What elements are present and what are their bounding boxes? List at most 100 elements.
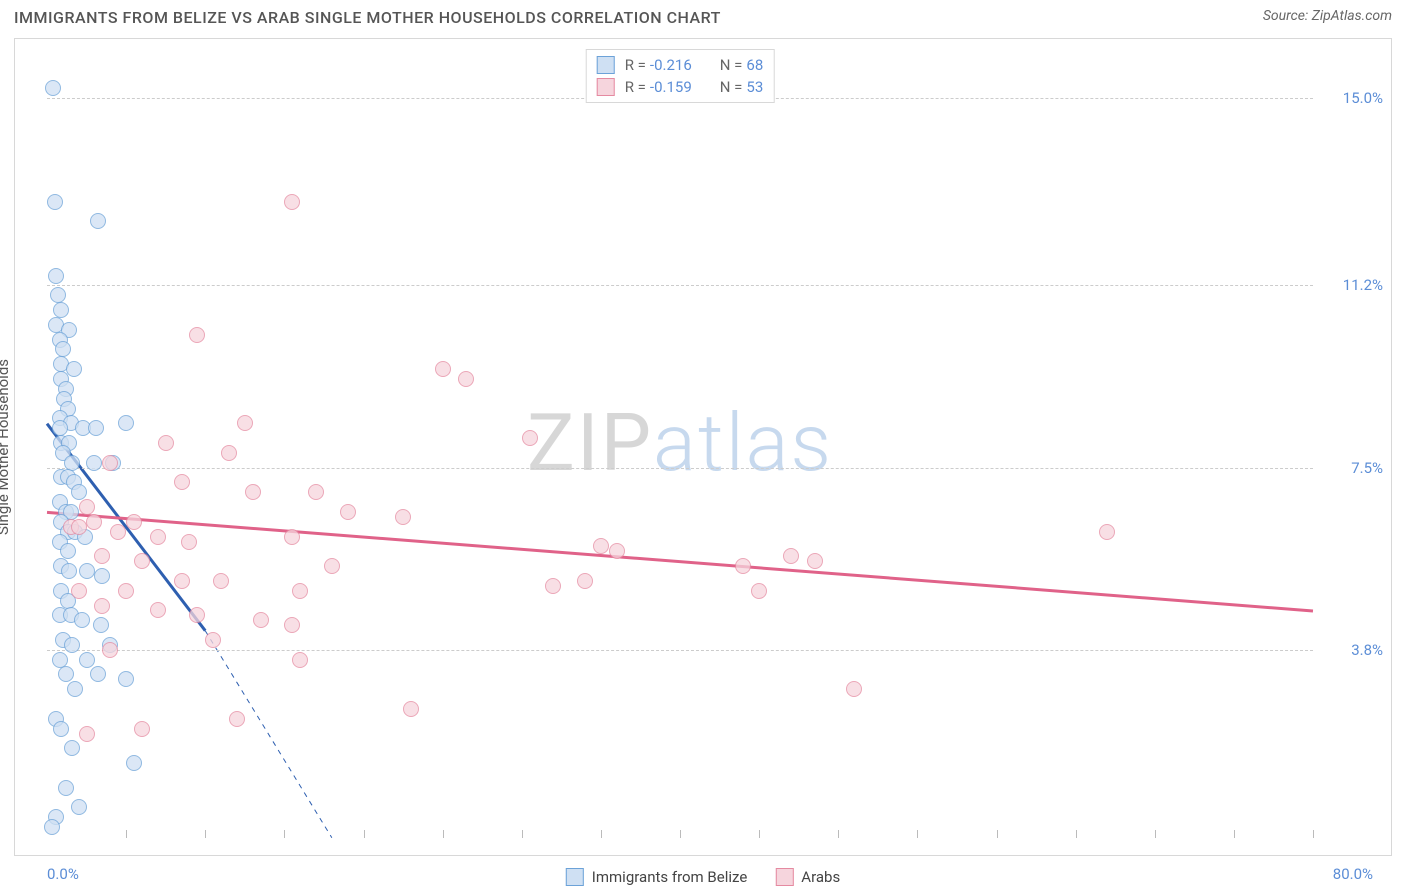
data-point-arabs	[284, 194, 300, 210]
data-point-arabs	[284, 617, 300, 633]
data-point-arabs	[609, 543, 625, 559]
data-point-arabs	[735, 558, 751, 574]
data-point-arabs	[134, 721, 150, 737]
swatch-belize	[597, 56, 615, 74]
data-point-arabs	[545, 578, 561, 594]
x-max-label: 80.0%	[1333, 865, 1373, 883]
data-point-arabs	[71, 583, 87, 599]
data-point-arabs	[189, 327, 205, 343]
data-point-belize	[90, 213, 106, 229]
data-point-arabs	[158, 435, 174, 451]
gridline	[47, 650, 1313, 651]
y-tick-label: 7.5%	[1323, 459, 1383, 477]
data-point-belize	[44, 819, 60, 835]
watermark-atlas: atlas	[653, 396, 833, 490]
x-tick	[680, 830, 681, 838]
chart-title: IMMIGRANTS FROM BELIZE VS ARAB SINGLE MO…	[14, 8, 721, 27]
data-point-arabs	[205, 632, 221, 648]
data-point-belize	[94, 568, 110, 584]
data-point-arabs	[783, 548, 799, 564]
swatch-arabs	[597, 78, 615, 96]
data-point-belize	[64, 740, 80, 756]
data-point-arabs	[292, 652, 308, 668]
data-point-arabs	[150, 529, 166, 545]
data-point-arabs	[221, 445, 237, 461]
legend-swatch-belize	[566, 868, 584, 886]
x-tick	[601, 830, 602, 838]
data-point-arabs	[340, 504, 356, 520]
data-point-arabs	[237, 415, 253, 431]
data-point-belize	[93, 617, 109, 633]
x-tick	[126, 830, 127, 838]
legend-label-arabs: Arabs	[801, 868, 840, 886]
data-point-arabs	[751, 583, 767, 599]
corr-legend-row-belize: R = -0.216 N = 68	[597, 54, 764, 76]
data-point-belize	[88, 420, 104, 436]
data-point-belize	[118, 415, 134, 431]
source-attribution: Source: ZipAtlas.com	[1263, 8, 1392, 24]
data-point-arabs	[292, 583, 308, 599]
n-stat-arabs: N = 53	[720, 78, 764, 96]
r-stat-arabs: R = -0.159	[625, 78, 692, 96]
n-stat-belize: N = 68	[720, 56, 764, 74]
regression-line-arabs	[47, 512, 1313, 611]
data-point-arabs	[253, 612, 269, 628]
chart-container: Single Mother Households ZIPatlas R = -0…	[14, 38, 1392, 856]
data-point-arabs	[102, 642, 118, 658]
data-point-arabs	[118, 583, 134, 599]
data-point-belize	[61, 563, 77, 579]
data-point-belize	[64, 455, 80, 471]
y-tick-label: 3.8%	[1323, 641, 1383, 659]
x-min-label: 0.0%	[47, 865, 79, 883]
data-point-arabs	[102, 455, 118, 471]
data-point-belize	[50, 287, 66, 303]
data-point-belize	[79, 563, 95, 579]
correlation-legend: R = -0.216 N = 68 R = -0.159 N = 53	[586, 49, 775, 103]
data-point-belize	[60, 543, 76, 559]
y-tick-label: 11.2%	[1323, 276, 1383, 294]
data-point-arabs	[79, 726, 95, 742]
x-tick	[284, 830, 285, 838]
x-tick	[1076, 830, 1077, 838]
data-point-arabs	[435, 361, 451, 377]
data-point-arabs	[181, 534, 197, 550]
data-point-arabs	[94, 598, 110, 614]
data-point-belize	[52, 420, 68, 436]
data-point-belize	[52, 652, 68, 668]
r-stat-belize: R = -0.216	[625, 56, 692, 74]
data-point-arabs	[110, 524, 126, 540]
x-tick	[838, 830, 839, 838]
data-point-arabs	[94, 548, 110, 564]
x-tick	[759, 830, 760, 838]
legend-item-arabs: Arabs	[775, 868, 840, 886]
data-point-arabs	[403, 701, 419, 717]
data-point-arabs	[150, 602, 166, 618]
data-point-belize	[67, 681, 83, 697]
x-tick	[997, 830, 998, 838]
watermark-zip: ZIP	[527, 396, 653, 490]
data-point-arabs	[308, 484, 324, 500]
data-point-arabs	[71, 519, 87, 535]
data-point-arabs	[593, 538, 609, 554]
data-point-belize	[53, 302, 69, 318]
data-point-belize	[58, 666, 74, 682]
data-point-belize	[71, 799, 87, 815]
data-point-arabs	[134, 553, 150, 569]
data-point-belize	[48, 268, 64, 284]
x-tick	[917, 830, 918, 838]
data-point-arabs	[1099, 524, 1115, 540]
data-point-belize	[86, 455, 102, 471]
data-point-belize	[47, 194, 63, 210]
data-point-belize	[74, 612, 90, 628]
data-point-arabs	[79, 499, 95, 515]
data-point-arabs	[245, 484, 261, 500]
plot-area: ZIPatlas R = -0.216 N = 68 R = -0.159 N = 5…	[47, 49, 1313, 837]
data-point-arabs	[807, 553, 823, 569]
data-point-arabs	[395, 509, 411, 525]
corr-legend-row-arabs: R = -0.159 N = 53	[597, 76, 764, 98]
data-point-arabs	[174, 573, 190, 589]
gridline	[47, 285, 1313, 286]
data-point-arabs	[174, 474, 190, 490]
data-point-arabs	[284, 529, 300, 545]
data-point-arabs	[126, 514, 142, 530]
